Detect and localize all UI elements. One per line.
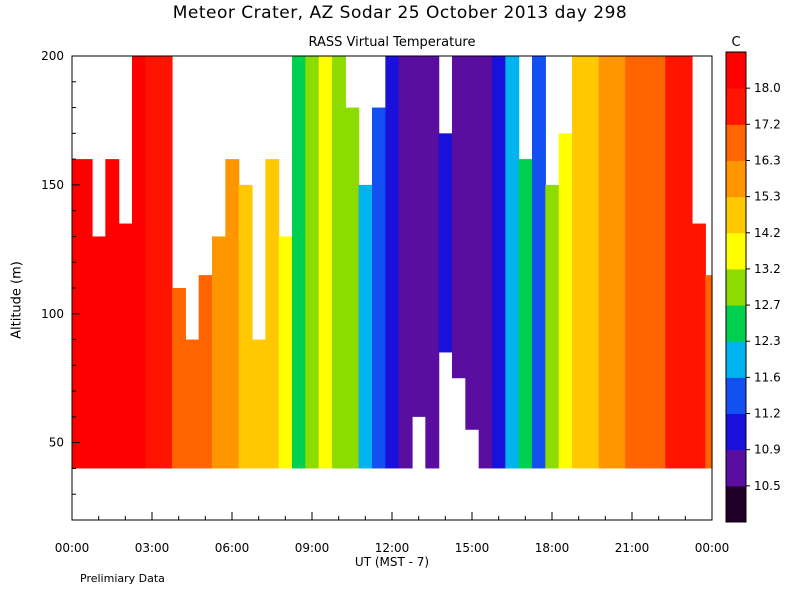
data-column-46 (678, 56, 693, 469)
colorbar-swatch (726, 232, 746, 270)
x-tick-label: 18:00 (535, 541, 570, 555)
y-tick-label: 200 (41, 49, 64, 63)
data-column-2 (92, 236, 106, 469)
colorbar-level-label: 15.3 (754, 190, 781, 204)
data-column-26 (412, 56, 426, 417)
data-column-35 (532, 56, 546, 469)
colorbar-unit-label: C (731, 35, 741, 50)
data-column-18 (305, 56, 320, 469)
colorbar: 10.5 10.9 11.2 11.6 12.3 12.7 13.2 14.2 15.3 16.3… (725, 51, 781, 523)
data-column-9 (185, 339, 200, 469)
chart-title: Meteor Crater, AZ Sodar 25 October 2013 … (172, 3, 628, 23)
data-column-33 (505, 56, 520, 469)
data-column-16 (278, 236, 293, 469)
x-tick-label: 12:00 (375, 541, 410, 555)
data-column-41 (612, 56, 626, 469)
data-column-37 (558, 133, 573, 469)
data-column-44 (652, 56, 666, 469)
data-column-19 (318, 56, 333, 469)
data-column-10 (198, 275, 213, 469)
data-column-25 (398, 56, 413, 469)
colorbar-level-label: 11.6 (754, 370, 781, 384)
data-column-45 (665, 56, 680, 469)
colorbar-swatch (726, 449, 746, 487)
colorbar-level-label: 17.2 (754, 117, 781, 131)
data-column-31 (478, 56, 493, 469)
data-column-39 (585, 56, 600, 469)
data-column-40 (598, 56, 613, 469)
data-column-7 (158, 56, 173, 469)
x-tick-label: 00:00 (55, 541, 90, 555)
data-column-34 (518, 159, 533, 469)
x-tick-label: 09:00 (295, 541, 330, 555)
data-column-42 (625, 56, 640, 469)
data-column-14 (252, 339, 266, 469)
colorbar-swatch (726, 88, 746, 125)
y-tick-label: 50 (49, 436, 64, 450)
colorbar-swatch (726, 160, 746, 198)
data-column-29 (452, 56, 466, 379)
data-column-48 (705, 275, 713, 469)
colorbar-level-label: 10.5 (754, 479, 781, 493)
y-tick-label: 150 (41, 178, 64, 192)
data-column-24 (385, 56, 400, 469)
data-column-21 (345, 107, 360, 469)
colorbar-level-label: 16.3 (754, 153, 781, 167)
data-column-11 (212, 236, 226, 469)
colorbar-swatch (726, 124, 746, 161)
colorbar-level-label: 13.2 (754, 262, 781, 276)
data-column-6 (145, 56, 160, 469)
data-column-28 (438, 133, 453, 353)
x-tick-label: 21:00 (615, 541, 650, 555)
data-column-8 (172, 288, 186, 469)
x-tick-label: 03:00 (135, 541, 170, 555)
x-axis-title: UT (MST - 7) (354, 555, 430, 569)
data-column-13 (238, 184, 253, 469)
data-column-47 (692, 223, 706, 469)
y-tick-label: 100 (41, 307, 64, 321)
data-column-36 (545, 184, 560, 469)
data-column-27 (425, 56, 440, 469)
data-column-20 (332, 56, 346, 469)
colorbar-swatch (726, 377, 746, 415)
chart-subtitle: RASS Virtual Temperature (308, 35, 476, 50)
colorbar-level-label: 18.0 (754, 81, 781, 95)
colorbar-level-label: 10.9 (754, 443, 781, 457)
data-column-3 (105, 159, 120, 469)
data-column-17 (292, 56, 306, 469)
x-tick-label: 06:00 (215, 541, 250, 555)
colorbar-swatch (726, 305, 746, 342)
data-column-4 (118, 223, 133, 469)
data-column-43 (638, 56, 653, 469)
colorbar-frame (725, 51, 747, 523)
data-column-5 (132, 56, 146, 469)
preliminary-data-note: Prelimiary Data (80, 572, 165, 585)
colorbar-level-label: 11.2 (754, 407, 781, 421)
plot-area (72, 56, 713, 469)
data-column-23 (372, 107, 386, 469)
data-column-12 (225, 159, 240, 469)
x-tick-label: 00:00 (695, 541, 730, 555)
data-column-22 (358, 184, 373, 469)
colorbar-swatch (726, 341, 746, 378)
data-column-15 (265, 159, 280, 469)
plot-axes: 00:00 03:00 06:00 09:00 12:00 15:00 18:00 21:00… (41, 49, 729, 555)
data-column-38 (572, 56, 586, 469)
data-column-32 (492, 56, 506, 469)
colorbar-level-label: 12.7 (754, 298, 781, 312)
colorbar-level-label: 14.2 (754, 226, 781, 240)
x-tick-label: 15:00 (455, 541, 490, 555)
colorbar-swatch (726, 413, 746, 451)
colorbar-swatch (726, 196, 746, 234)
colorbar-swatch (726, 485, 746, 523)
colorbar-swatch (726, 52, 746, 89)
data-column-1 (78, 159, 93, 469)
data-column-30 (465, 56, 480, 430)
colorbar-level-label: 12.3 (754, 334, 781, 348)
colorbar-swatch (726, 268, 746, 306)
